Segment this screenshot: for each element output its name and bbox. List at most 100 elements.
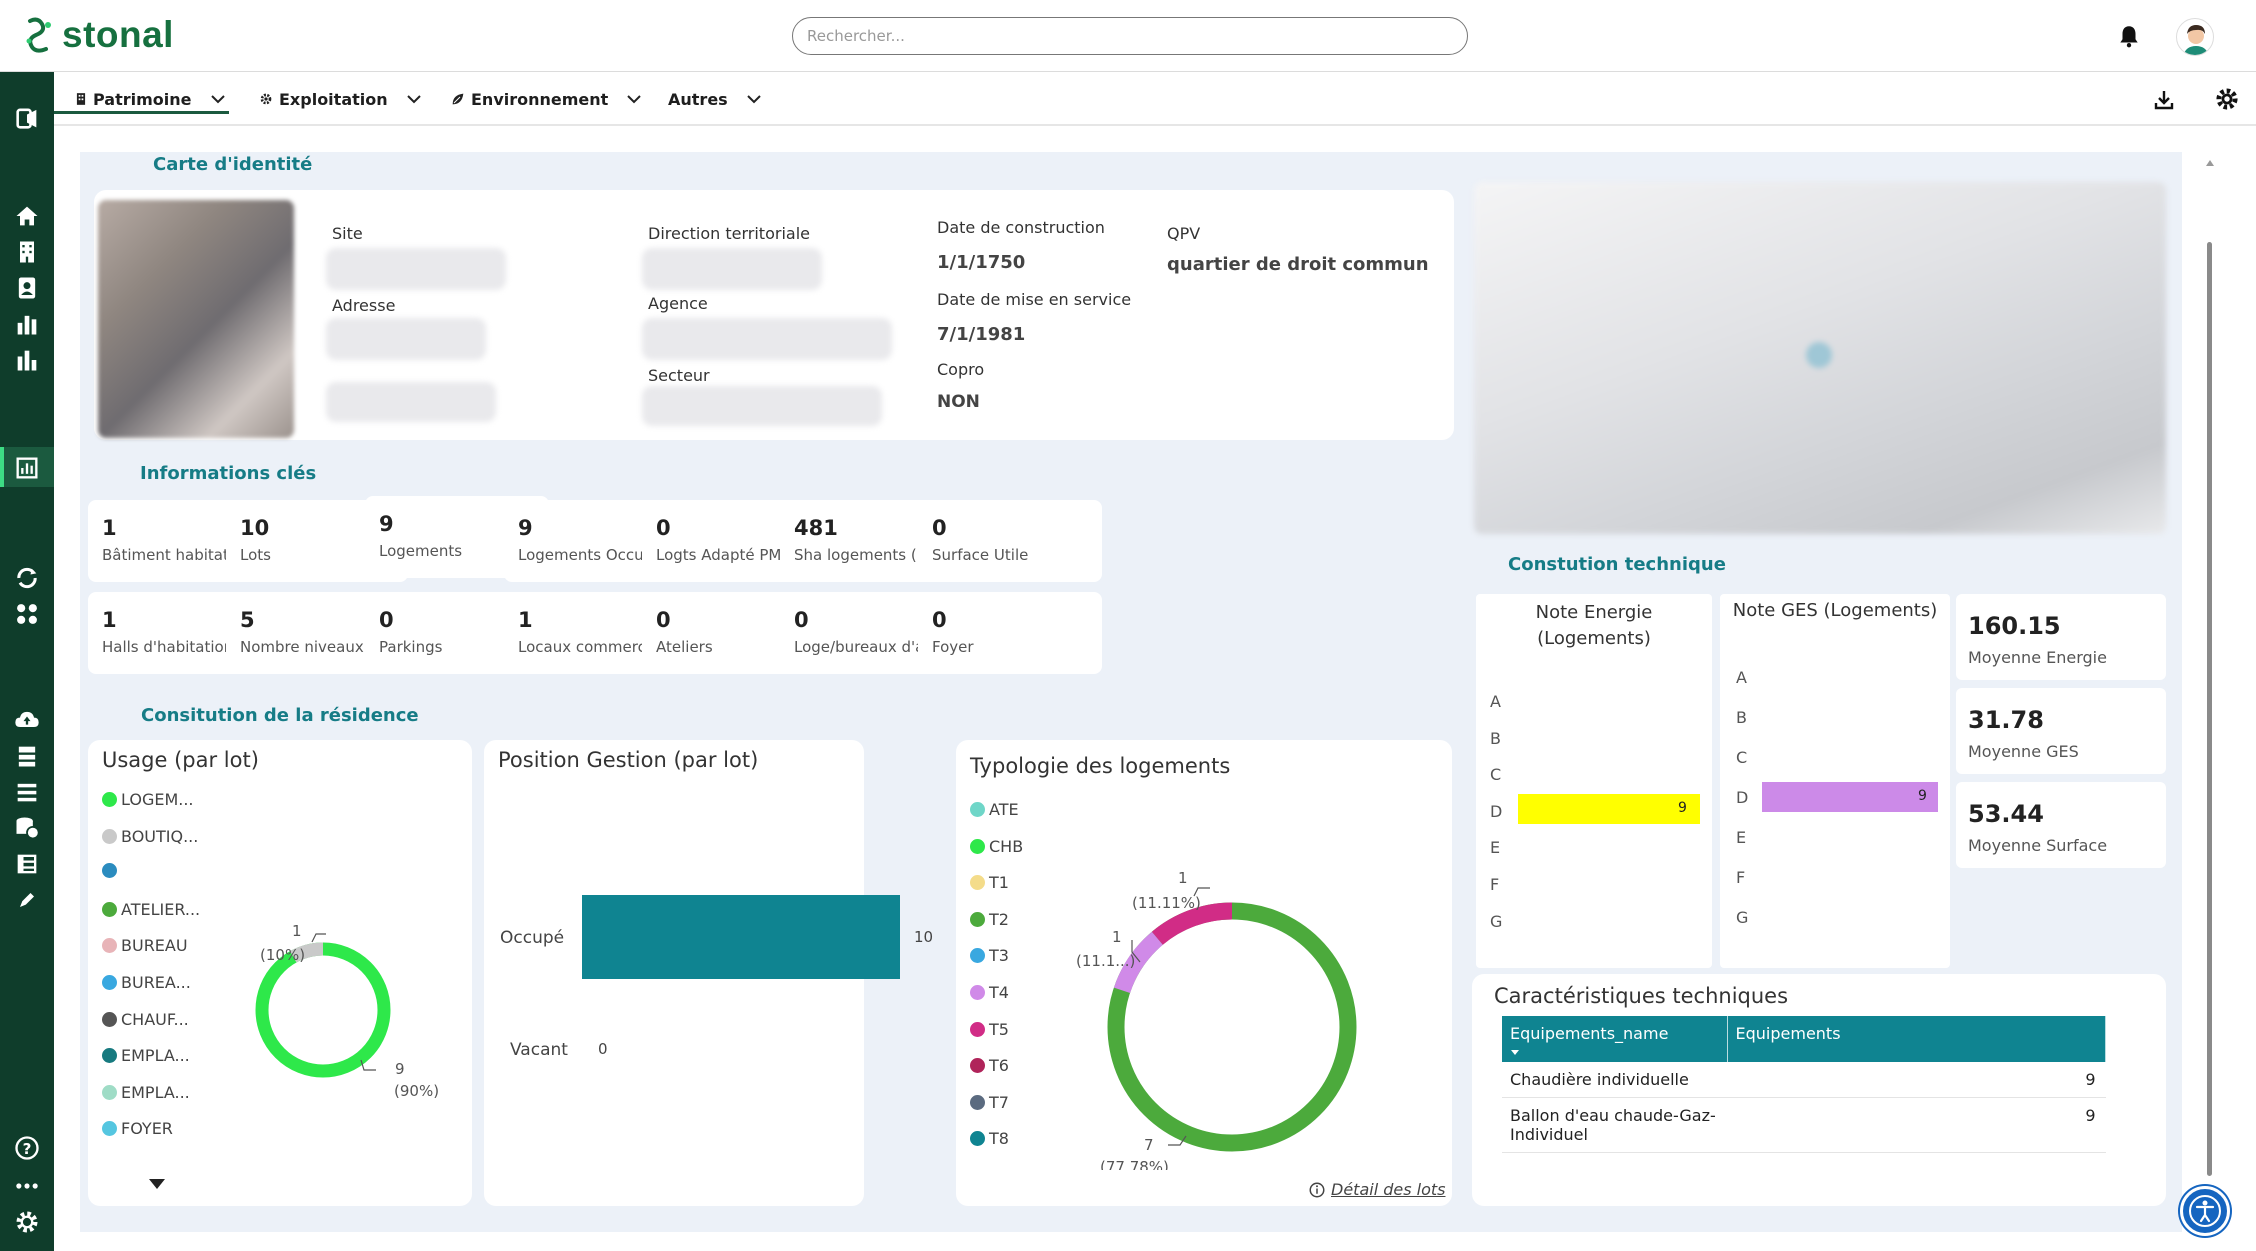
settings-gear-icon[interactable] bbox=[2214, 86, 2240, 112]
stonal-logo[interactable]: stonal bbox=[24, 12, 174, 58]
legend-dot bbox=[970, 911, 985, 927]
kpi-value: 481 bbox=[794, 516, 838, 540]
copro-label: Copro bbox=[937, 360, 985, 379]
nav-environnement[interactable]: Environnement bbox=[450, 86, 647, 112]
kpi-card-0-6[interactable]: 0 Surface Utile bbox=[918, 500, 1102, 582]
typology-legend-label: T4 bbox=[989, 983, 1009, 1002]
typology-legend-item[interactable]: T1 bbox=[970, 873, 1009, 892]
bell-icon[interactable] bbox=[2116, 22, 2142, 50]
nav-autres[interactable]: Autres bbox=[668, 86, 767, 112]
nav-exploitation[interactable]: Exploitation bbox=[258, 86, 427, 112]
documents-icon[interactable] bbox=[13, 742, 41, 770]
table-row[interactable]: Ballon d'eau chaude-Gaz-Individuel 9 bbox=[1502, 1097, 2106, 1153]
bar-value-vacant: 0 bbox=[598, 1040, 608, 1058]
bar-occupe[interactable] bbox=[582, 895, 900, 979]
legend-scroll-down-icon[interactable] bbox=[148, 1178, 166, 1190]
ges-grade-e: E bbox=[1736, 828, 1747, 847]
column-header-equipments[interactable]: Equipements bbox=[1727, 1016, 2106, 1062]
scrollbar-thumb[interactable] bbox=[2207, 242, 2212, 1176]
ges-bar-d[interactable] bbox=[1762, 782, 1938, 812]
column-header-equipment-name[interactable]: Equipements_name bbox=[1502, 1016, 1728, 1062]
search-input[interactable] bbox=[792, 17, 1468, 55]
typology-legend-item[interactable]: T4 bbox=[970, 983, 1009, 1002]
copro-value: NON bbox=[937, 392, 980, 412]
report-chart-icon[interactable] bbox=[13, 454, 41, 482]
usage-legend-item[interactable]: LOGEM... bbox=[102, 790, 194, 809]
usage-legend-item[interactable]: CHAUF... bbox=[102, 1010, 189, 1029]
legend-dot bbox=[102, 1011, 117, 1027]
contact-book-icon[interactable] bbox=[13, 274, 41, 302]
usage-legend-item[interactable]: EMPLA... bbox=[102, 1083, 190, 1102]
sync-icon[interactable] bbox=[13, 564, 41, 592]
user-avatar[interactable] bbox=[2176, 18, 2214, 56]
energy-grade-f: F bbox=[1490, 875, 1500, 894]
database-user-icon[interactable] bbox=[13, 814, 41, 842]
legend-dot bbox=[970, 1131, 985, 1147]
legend-dot bbox=[970, 985, 985, 1000]
scroll-up-arrow[interactable] bbox=[2206, 160, 2214, 166]
sort-desc-icon[interactable] bbox=[1510, 1049, 1520, 1056]
usage-legend-item[interactable]: BOUTIQ... bbox=[102, 827, 198, 846]
average-card[interactable]: 160.15 Moyenne Energie bbox=[1956, 594, 2166, 680]
detail-lots-link[interactable]: Détail des lots bbox=[1308, 1180, 1445, 1199]
more-icon[interactable] bbox=[13, 1172, 41, 1200]
apps-icon[interactable] bbox=[13, 600, 41, 628]
building-icon[interactable] bbox=[13, 238, 41, 266]
usage-small-count: 1 bbox=[292, 922, 302, 940]
typology-legend-label: T6 bbox=[989, 1056, 1009, 1076]
stats-icon[interactable] bbox=[13, 346, 41, 374]
location-map-blurred[interactable] bbox=[1474, 182, 2166, 534]
table-icon[interactable] bbox=[13, 850, 41, 878]
average-card[interactable]: 53.44 Moyenne Surface bbox=[1956, 782, 2166, 868]
usage-legend-item[interactable]: BUREAU bbox=[102, 936, 188, 955]
average-card[interactable]: 31.78 Moyenne GES bbox=[1956, 688, 2166, 774]
typology-legend-item[interactable]: CHB bbox=[970, 837, 1023, 856]
download-icon[interactable] bbox=[2152, 88, 2176, 112]
pen-icon[interactable] bbox=[13, 886, 41, 914]
typology-legend-item[interactable]: T7 bbox=[970, 1093, 1009, 1112]
bar-chart-icon[interactable] bbox=[13, 310, 41, 338]
address-label: Adresse bbox=[332, 296, 396, 315]
energy-grade-title: Note Energie (Logements) bbox=[1476, 600, 1712, 652]
settings-icon[interactable] bbox=[13, 1208, 41, 1236]
usage-legend-item[interactable] bbox=[102, 863, 121, 879]
building-small-icon bbox=[76, 93, 86, 105]
usage-legend-label: ATELIER... bbox=[121, 899, 201, 919]
accessibility-button[interactable] bbox=[2180, 1186, 2230, 1236]
usage-legend-item[interactable]: FOYER bbox=[102, 1119, 173, 1138]
legend-dot bbox=[102, 863, 117, 879]
energy-bar-d[interactable] bbox=[1518, 794, 1700, 824]
typology-legend-label: T1 bbox=[989, 873, 1009, 893]
typology-legend-item[interactable]: T3 bbox=[970, 946, 1009, 965]
typology-legend-item[interactable]: T2 bbox=[970, 910, 1009, 929]
usage-legend-item[interactable]: ATELIER... bbox=[102, 900, 200, 919]
exit-icon[interactable] bbox=[13, 104, 41, 132]
legend-dot bbox=[102, 1084, 117, 1100]
kpi-card-1-6[interactable]: 0 Foyer bbox=[918, 592, 1102, 674]
usage-legend-item[interactable]: EMPLA... bbox=[102, 1046, 190, 1065]
typology-legend-item[interactable]: T8 bbox=[970, 1129, 1009, 1148]
usage-large-count: 9 bbox=[395, 1060, 405, 1078]
kpi-value: 0 bbox=[932, 608, 947, 632]
accessibility-icon bbox=[2189, 1195, 2221, 1227]
help-icon[interactable]: ? bbox=[13, 1134, 41, 1162]
detail-lots-label: Détail des lots bbox=[1331, 1180, 1446, 1199]
home-icon[interactable] bbox=[13, 202, 41, 230]
usage-chart-title: Usage (par lot) bbox=[102, 748, 259, 772]
cloud-upload-icon[interactable] bbox=[13, 706, 41, 734]
typology-legend-item[interactable]: ATE bbox=[970, 800, 1019, 819]
chevron-down-icon bbox=[746, 95, 761, 104]
vertical-scrollbar[interactable] bbox=[2204, 152, 2214, 1232]
leaf-icon bbox=[452, 93, 464, 105]
typology-slice-t5 bbox=[1151, 902, 1233, 945]
kpi-value: 0 bbox=[656, 516, 671, 540]
typology-legend-item[interactable]: T5 bbox=[970, 1020, 1009, 1039]
bar-label-vacant: Vacant bbox=[510, 1040, 568, 1060]
list-icon[interactable] bbox=[13, 778, 41, 806]
nav-patrimoine[interactable]: Patrimoine bbox=[54, 86, 231, 114]
typology-legend-item[interactable]: T6 bbox=[970, 1056, 1009, 1075]
table-row[interactable]: Chaudière individuelle 9 bbox=[1502, 1062, 2106, 1098]
usage-legend-item[interactable]: BUREA... bbox=[102, 973, 191, 992]
nav-autres-label: Autres bbox=[668, 89, 728, 109]
